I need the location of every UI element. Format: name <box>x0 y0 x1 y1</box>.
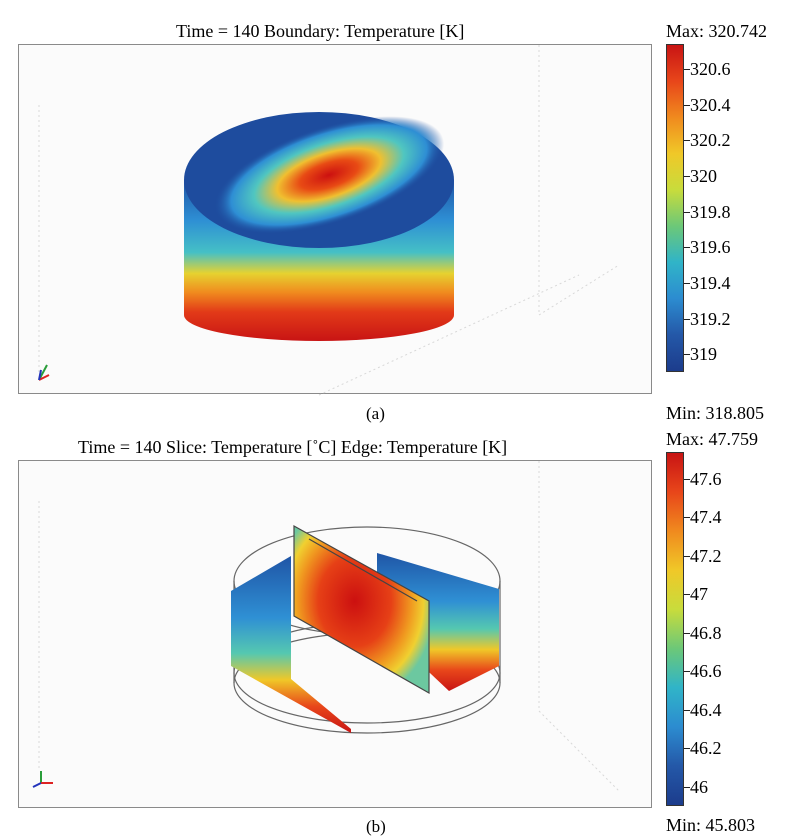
colorbar-tick-mark <box>684 594 690 596</box>
colorbar-tick-mark <box>684 555 690 557</box>
colorbar-tick-mark <box>684 282 690 284</box>
colorbar-tick-mark <box>684 478 690 480</box>
colorbar-tick-label: 320.6 <box>690 58 731 79</box>
colorbar-tick-label: 46.2 <box>690 738 722 759</box>
panel-a-title: Time = 140 Boundary: Temperature [K] <box>176 21 465 41</box>
colorbar-tick-label: 46.4 <box>690 699 722 720</box>
colorbar-tick-label: 47.6 <box>690 468 722 489</box>
panel-b-viewport[interactable] <box>18 460 652 808</box>
panel-a-scene <box>38 45 620 396</box>
panel-b-title: Time = 140 Slice: Temperature [˚C] Edge:… <box>78 437 508 457</box>
colorbar-tick-label: 47.4 <box>690 507 722 528</box>
colorbar-tick-mark <box>684 104 690 106</box>
colorbar-tick-mark <box>684 175 690 177</box>
colorbar-tick-label: 47 <box>690 584 708 605</box>
colorbar-tick-label: 46.6 <box>690 661 722 682</box>
colorbar-tick-label: 319.4 <box>690 272 731 293</box>
colorbar-tick-mark <box>684 247 690 249</box>
axis-triad-icon <box>38 364 50 381</box>
colorbar-tick-mark <box>684 671 690 673</box>
panel-a-caption: (a) <box>366 404 385 423</box>
colorbar-tick-label: 320.4 <box>690 94 731 115</box>
panel-b-colorbar <box>666 452 684 806</box>
colorbar-tick-mark <box>684 140 690 142</box>
colorbar-tick-label: 320 <box>690 165 717 186</box>
colorbar-tick-label: 320.2 <box>690 130 731 151</box>
colorbar-tick-mark <box>684 318 690 320</box>
panel-a-colorbar <box>666 44 684 372</box>
colorbar-tick-label: 319.8 <box>690 201 731 222</box>
colorbar-tick-label: 46.8 <box>690 622 722 643</box>
colorbar-tick-label: 319.2 <box>690 308 731 329</box>
colorbar-tick-mark <box>684 748 690 750</box>
colorbar-tick-mark <box>684 211 690 213</box>
colorbar-tick-mark <box>684 68 690 70</box>
colorbar-tick-mark <box>684 354 690 356</box>
panel-b-min: Min: 45.803 <box>666 815 756 835</box>
panel-b-caption: (b) <box>366 817 386 836</box>
colorbar-tick-mark <box>684 709 690 711</box>
colorbar-tick-mark <box>684 517 690 519</box>
colorbar-tick-label: 46 <box>690 776 708 797</box>
panel-b-scene <box>32 461 620 792</box>
colorbar-tick-label: 319.6 <box>690 237 731 258</box>
panel-b-max: Max: 47.759 <box>666 429 758 449</box>
colorbar-tick-mark <box>684 786 690 788</box>
axis-triad-icon <box>32 771 53 788</box>
panel-a-max: Max: 320.742 <box>666 21 767 41</box>
colorbar-tick-mark <box>684 632 690 634</box>
colorbar-tick-label: 319 <box>690 344 717 365</box>
panel-a-min: Min: 318.805 <box>666 403 765 423</box>
panel-a-viewport[interactable] <box>18 44 652 396</box>
colorbar-tick-label: 47.2 <box>690 545 722 566</box>
